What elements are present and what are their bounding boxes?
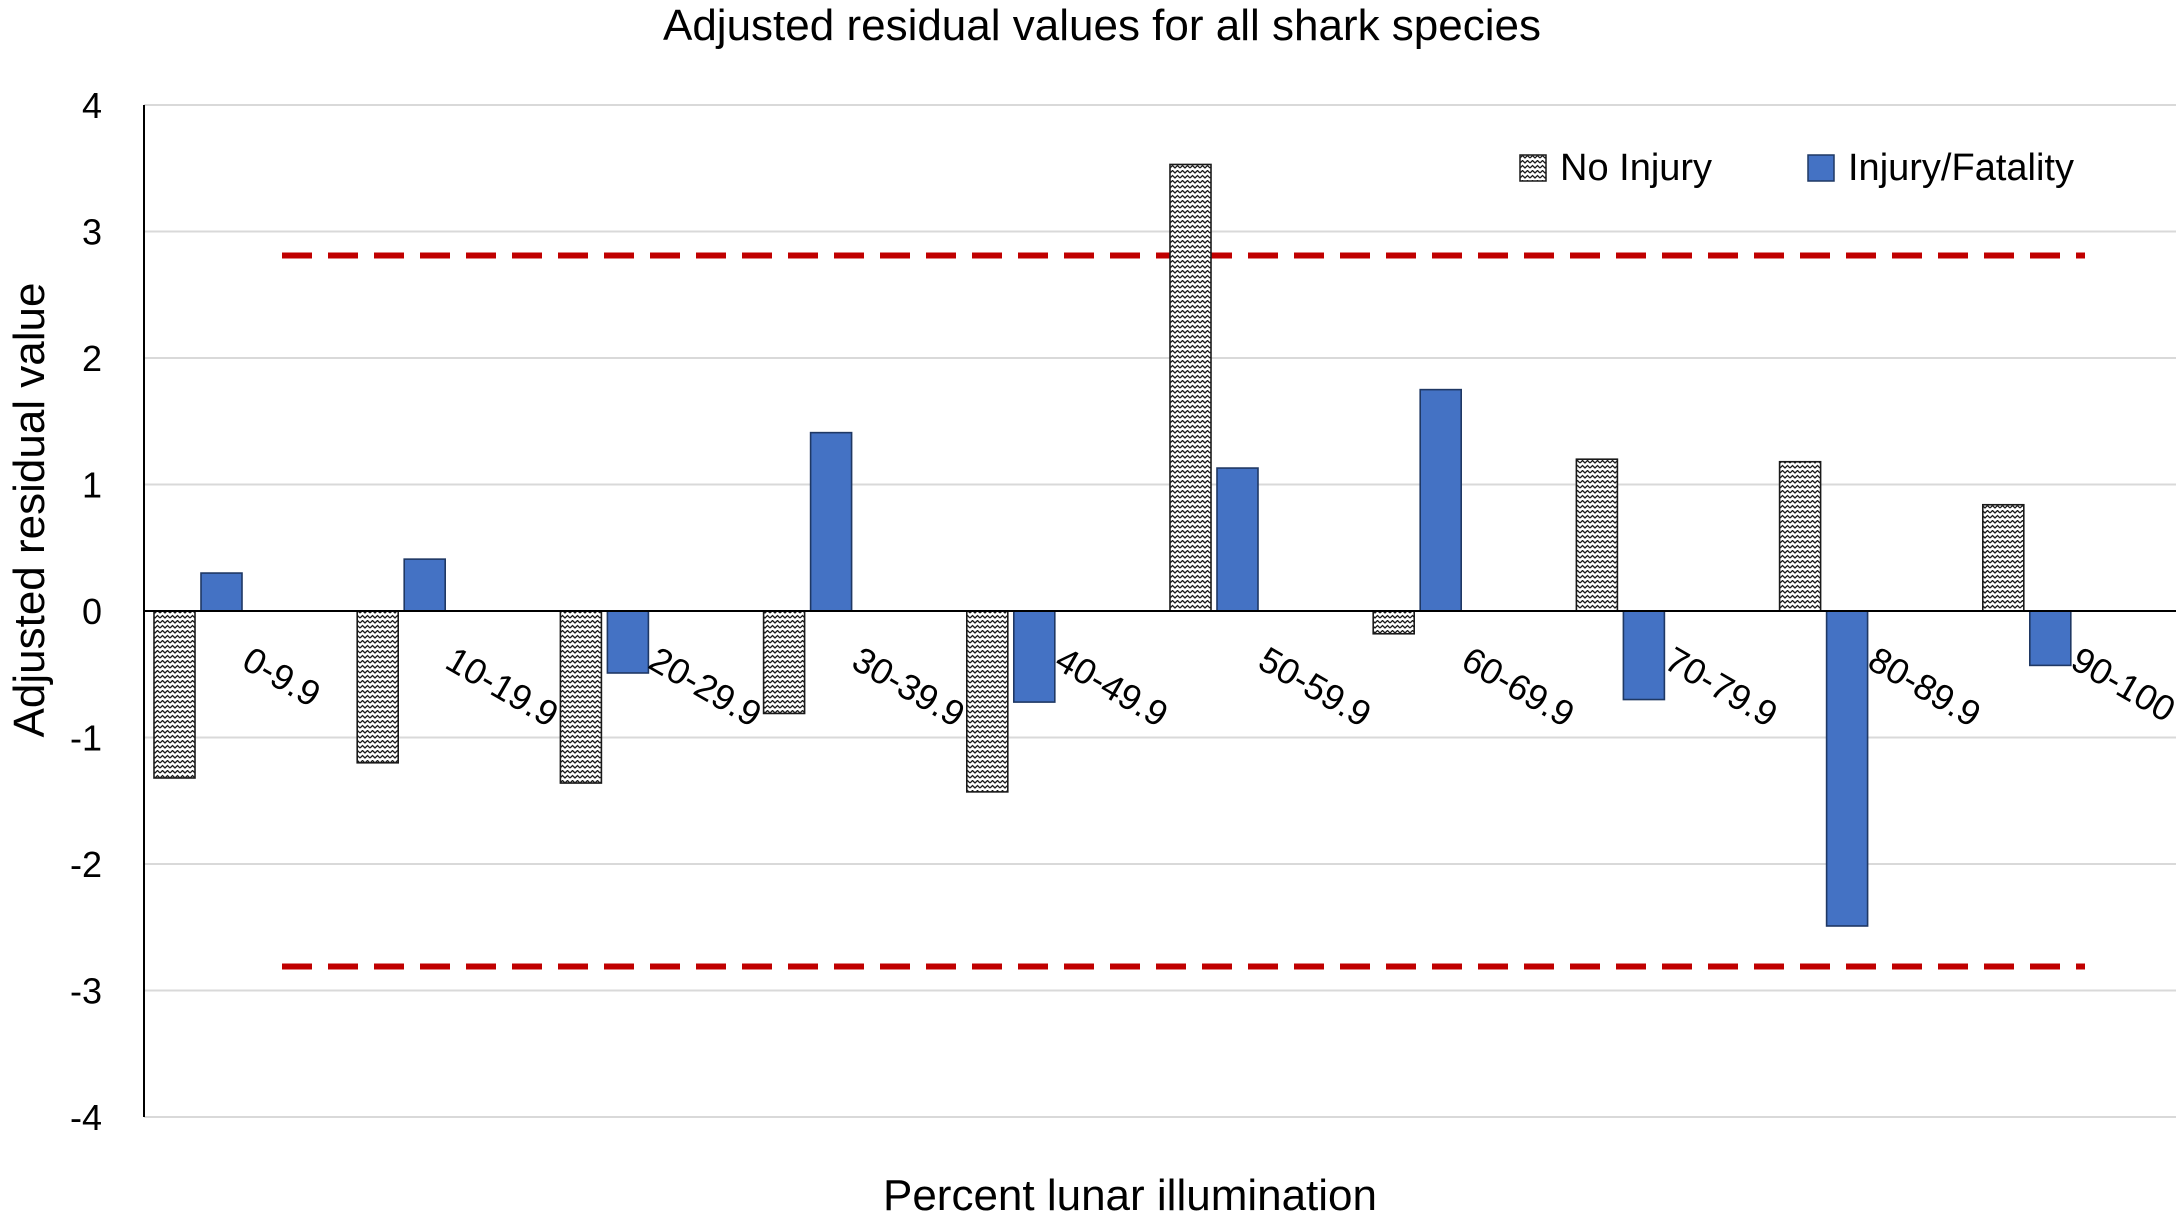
legend-swatch-injury-fatality — [1807, 154, 1835, 182]
bar-injury-fatality — [1622, 610, 1666, 701]
y-tick-label: 3 — [82, 212, 102, 253]
bar-injury-fatality — [403, 558, 447, 612]
bar-no-injury — [1982, 503, 2025, 612]
bar-no-injury — [559, 610, 603, 784]
category-label: 0-9.9 — [236, 638, 328, 715]
bar-no-injury — [1575, 458, 1619, 612]
bar-injury-fatality — [1825, 610, 1869, 927]
bar-no-injury — [356, 610, 400, 764]
y-tick-labels: 4 3 2 1 0 -1 -2 -3 -4 — [70, 85, 102, 1138]
y-tick-label: 1 — [82, 465, 102, 506]
legend-label-injury-fatality: Injury/Fatality — [1848, 147, 2074, 189]
category-label: 40-49.9 — [1049, 638, 1175, 735]
category-label: 10-19.9 — [439, 638, 565, 735]
legend-swatch-no-injury — [1519, 154, 1547, 182]
y-axis-label: Adjusted residual value — [5, 283, 54, 738]
bar-no-injury — [1778, 460, 1822, 612]
y-tick-label: -3 — [70, 971, 102, 1012]
bars — [153, 163, 2072, 927]
y-tick-label: 2 — [82, 338, 102, 379]
bar-injury-fatality — [2029, 610, 2072, 667]
legend-label-no-injury: No Injury — [1560, 147, 1712, 189]
bar-injury-fatality — [1012, 610, 1056, 703]
bar-no-injury — [153, 610, 196, 779]
category-label: 30-39.9 — [846, 638, 972, 735]
bar-injury-fatality — [1419, 388, 1462, 612]
category-label: 90-100 — [2065, 638, 2180, 730]
bar-no-injury — [965, 610, 1009, 793]
gridlines — [144, 104, 2176, 1118]
category-labels: 0-9.9 10-19.9 20-29.9 30-39.9 40-49.9 50-59.9… — [236, 638, 2180, 735]
legend: No Injury Injury/Fatality — [1519, 147, 2074, 189]
bar-injury-fatality — [809, 431, 853, 612]
bar-injury-fatality — [1216, 467, 1259, 612]
y-tick-label: -2 — [70, 844, 102, 885]
y-tick-label: -1 — [70, 718, 102, 759]
bar-injury-fatality — [200, 572, 243, 612]
bar-injury-fatality — [606, 610, 650, 674]
bar-no-injury — [1169, 163, 1212, 612]
x-axis-label: Percent lunar illumination — [883, 1171, 1377, 1214]
y-tick-label: -4 — [70, 1097, 102, 1138]
category-label: 80-89.9 — [1862, 638, 1988, 735]
category-label: 60-69.9 — [1455, 638, 1581, 735]
y-tick-label: 4 — [82, 85, 102, 126]
y-tick-label: 0 — [82, 591, 102, 632]
category-label: 50-59.9 — [1252, 638, 1378, 735]
chart-title: Adjusted residual values for all shark s… — [663, 1, 1541, 50]
category-label: 70-79.9 — [1658, 638, 1784, 735]
bar-no-injury — [1372, 610, 1415, 635]
axes — [143, 105, 2176, 1117]
bar-no-injury — [762, 610, 806, 715]
category-label: 20-29.9 — [642, 638, 768, 735]
